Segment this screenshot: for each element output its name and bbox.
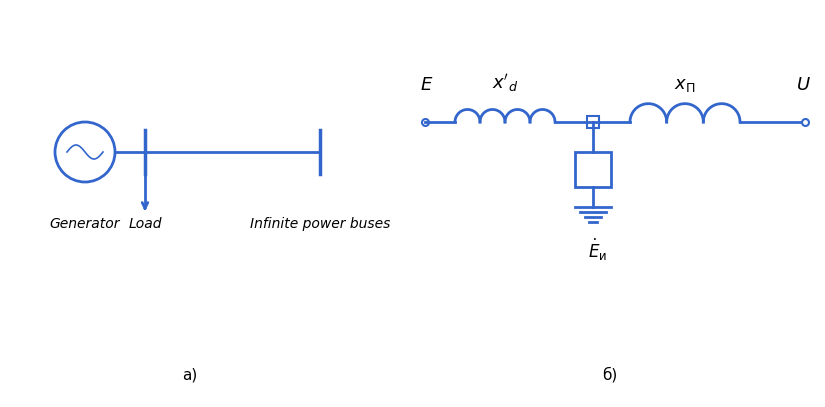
Text: Load: Load xyxy=(128,217,162,231)
Bar xyxy=(574,152,610,187)
Text: a): a) xyxy=(182,367,198,382)
Text: $\dot{E}_{\rm и}$: $\dot{E}_{\rm и}$ xyxy=(588,237,607,263)
Text: $x'_d$: $x'_d$ xyxy=(492,72,518,94)
Text: б): б) xyxy=(602,366,618,382)
Text: $x_{\rm \Pi}$: $x_{\rm \Pi}$ xyxy=(674,76,695,94)
Text: $U$: $U$ xyxy=(795,76,810,94)
Text: $E$: $E$ xyxy=(420,76,434,94)
Text: Infinite power buses: Infinite power buses xyxy=(250,217,390,231)
Bar xyxy=(587,116,598,128)
Text: Generator: Generator xyxy=(50,217,120,231)
